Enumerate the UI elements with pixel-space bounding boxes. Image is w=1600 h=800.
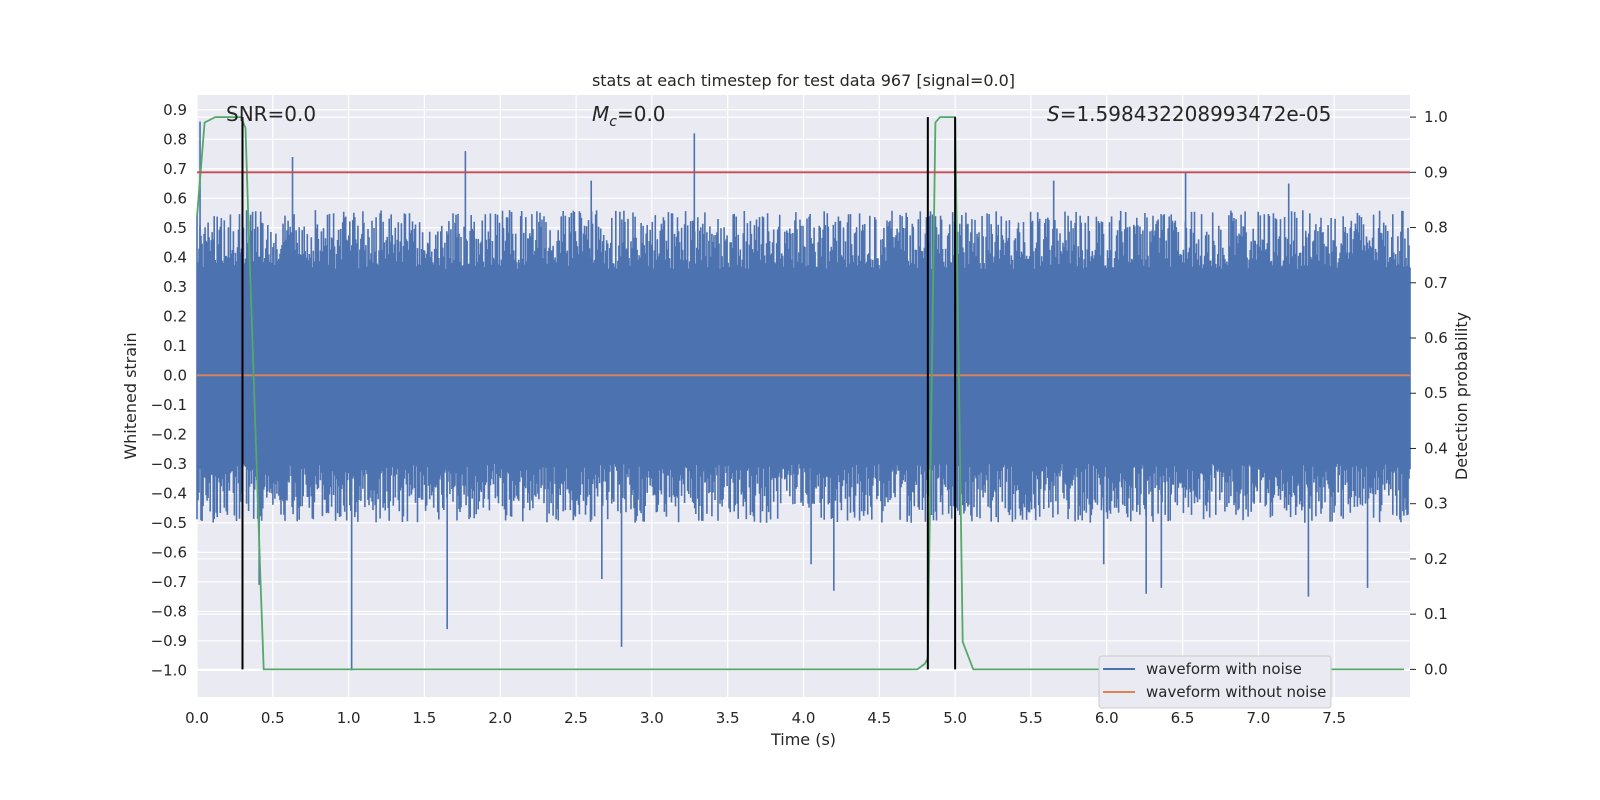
series-waveform-with-noise — [196, 121, 1411, 671]
x-tick-label: 0.5 — [261, 709, 285, 727]
y-tick-label: −0.5 — [151, 514, 187, 532]
x-tick-label: 2.0 — [488, 709, 512, 727]
x-tick-label: 3.5 — [716, 709, 740, 727]
y-tick-label: 0.4 — [163, 248, 187, 266]
y-tick-label: 0.7 — [163, 160, 187, 178]
y2-axis-label: Detection probability — [1452, 312, 1471, 480]
chirp-mass-value: =0.0 — [617, 102, 666, 126]
y-tick-label: −0.2 — [151, 425, 187, 443]
x-tick-label: 7.5 — [1322, 709, 1346, 727]
x-tick-label: 7.0 — [1246, 709, 1270, 727]
y-tick-label: 0.5 — [163, 219, 187, 237]
y2-tick-label: 0.5 — [1424, 384, 1448, 402]
y-tick-label: 0.0 — [163, 366, 187, 384]
axis-ticks: 0.0 0.5 1.0 1.5 2.0 2.5 3.0 3.5 4.0 4.5 5.0 5.5 6.0 6… — [151, 101, 1448, 727]
y-tick-label: −0.1 — [151, 396, 187, 414]
legend-box — [1098, 655, 1332, 709]
x-tick-label: 1.5 — [413, 709, 437, 727]
x-axis-label: Time (s) — [770, 730, 836, 749]
y-tick-label: 0.6 — [163, 189, 187, 207]
x-tick-label: 4.0 — [792, 709, 816, 727]
y2-tick-label: 0.7 — [1424, 274, 1448, 292]
y-tick-label: −0.4 — [151, 484, 187, 502]
x-tick-label: 2.5 — [564, 709, 588, 727]
y-axis-label: Whitened strain — [121, 332, 140, 459]
legend-label-waveform-without-noise: waveform without noise — [1146, 683, 1326, 701]
noise-core — [197, 286, 1410, 450]
y-tick-label: −0.9 — [151, 632, 187, 650]
y-tick-label: −0.7 — [151, 573, 187, 591]
chirp-mass-subscript: c — [609, 114, 617, 130]
legend: waveform with noise waveform without noi… — [1098, 655, 1332, 709]
chirp-mass-symbol: M — [592, 102, 609, 126]
statistic-symbol: S — [1047, 102, 1060, 126]
y-tick-label: −0.8 — [151, 602, 187, 620]
y-tick-label: −0.3 — [151, 455, 187, 473]
y2-tick-label: 0.9 — [1424, 163, 1448, 181]
y2-tick-label: 0.0 — [1424, 660, 1448, 678]
x-tick-label: 6.5 — [1171, 709, 1195, 727]
y-tick-label: 0.9 — [163, 101, 187, 119]
peak-markers — [241, 117, 957, 670]
y2-tick-label: 0.8 — [1424, 219, 1448, 237]
y-tick-label: −0.6 — [151, 543, 187, 561]
y-tick-label: −1.0 — [151, 661, 187, 679]
snr-annotation: SNR=0.0 — [226, 102, 316, 126]
x-tick-label: 5.0 — [943, 709, 967, 727]
x-tick-label: 1.0 — [337, 709, 361, 727]
y2-tick-label: 0.4 — [1424, 439, 1448, 457]
y-tick-label: 0.8 — [163, 130, 187, 148]
x-tick-label: 4.5 — [867, 709, 891, 727]
chirp-mass-annotation: Mc=0.0 — [592, 102, 666, 130]
y2-tick-label: 0.6 — [1424, 329, 1448, 347]
chart-title: stats at each timestep for test data 967… — [592, 71, 1015, 90]
x-tick-label: 5.5 — [1019, 709, 1043, 727]
legend-label-waveform-with-noise: waveform with noise — [1146, 660, 1302, 678]
statistic-value: =1.598432208993472e-05 — [1060, 102, 1332, 126]
y-tick-label: 0.2 — [163, 307, 187, 325]
y-tick-label: 0.3 — [163, 278, 187, 296]
y2-tick-label: 0.2 — [1424, 550, 1448, 568]
x-tick-label: 6.0 — [1095, 709, 1119, 727]
x-tick-label: 0.0 — [185, 709, 209, 727]
statistic-annotation: S=1.598432208993472e-05 — [1047, 102, 1331, 126]
y-tick-label: 0.1 — [163, 337, 187, 355]
y2-tick-label: 1.0 — [1424, 108, 1448, 126]
y2-tick-label: 0.1 — [1424, 605, 1448, 623]
x-tick-label: 3.0 — [640, 709, 664, 727]
y2-tick-label: 0.3 — [1424, 495, 1448, 513]
